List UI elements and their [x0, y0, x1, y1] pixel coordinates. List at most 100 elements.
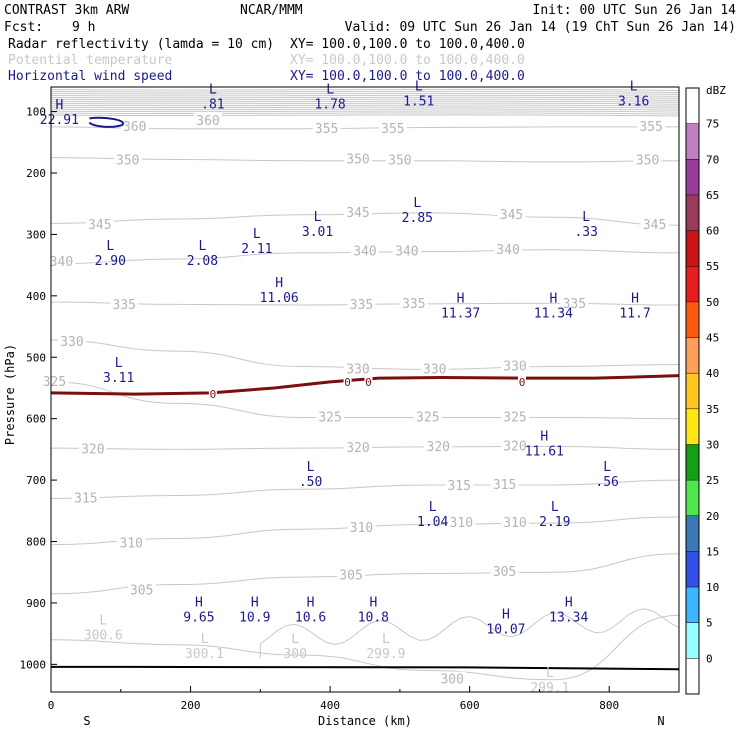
- theta-label-bg: [316, 409, 345, 423]
- theta-label: 325: [43, 375, 66, 390]
- extremum-value: 3.11: [103, 371, 134, 386]
- theta-label: 355: [315, 122, 338, 137]
- theta-label: 345: [88, 218, 111, 233]
- field-name: Potential temperature: [8, 53, 173, 68]
- theta-label-bg: [113, 152, 142, 166]
- extremum-type: L: [429, 500, 437, 515]
- field-xy: XY= 100.0,100.0 to 100.0,400.0: [290, 37, 525, 52]
- extremum-value: .81: [201, 97, 224, 112]
- x-end-left: S: [83, 714, 90, 728]
- zero-dbz-label: 0: [365, 376, 372, 389]
- valid-time: Valid: 09 UTC Sun 26 Jan 14 (19 ChT Sun …: [345, 20, 736, 35]
- plot-frame: [50, 86, 680, 693]
- theta-label-bg: [347, 297, 376, 311]
- theta-label-bg: [494, 241, 523, 255]
- extremum-value: 300.6: [84, 629, 123, 644]
- theta-label-bg: [344, 440, 373, 454]
- theta-label-bg: [110, 297, 139, 311]
- extremum-type: H: [457, 291, 465, 306]
- plot-area: 360 360 355 355 355 350 350 350 350 345 345 345 345 3…: [3, 79, 680, 728]
- theta-label-bg: [637, 118, 666, 132]
- colorbar-swatch: [686, 551, 699, 588]
- title-center: NCAR/MMM: [240, 3, 303, 18]
- extremum-value: 300: [283, 647, 306, 662]
- extremum-type: L: [314, 210, 322, 225]
- extremum-value: 1.78: [314, 97, 345, 112]
- x-tick-label: 200: [181, 699, 201, 712]
- zero-dbz-label: 0: [344, 376, 351, 389]
- extremum-type: L: [546, 666, 554, 681]
- colorbar-unit: dBZ: [706, 84, 726, 97]
- extremum-type: H: [251, 595, 259, 610]
- extremum-value: 3.16: [618, 94, 649, 109]
- colorbar-swatch: [686, 88, 699, 124]
- theta-label-bg: [438, 671, 467, 685]
- theta-label-bg: [194, 112, 222, 126]
- extremum-value: 2.19: [539, 515, 570, 530]
- theta-contour: [50, 88, 680, 91]
- x-end-right: N: [657, 714, 664, 728]
- extremum-value: 299.9: [366, 647, 405, 662]
- colorbar-label: 70: [706, 153, 719, 166]
- theta-contour: [50, 110, 680, 113]
- extremum-value: 2.11: [241, 242, 272, 257]
- extremum-value: 300.1: [185, 647, 224, 662]
- terrain-line: [50, 665, 680, 671]
- colorbar-swatch: [686, 587, 699, 623]
- y-tick-label: 600: [26, 413, 46, 426]
- y-tick-label: 1000: [20, 658, 47, 671]
- theta-label-bg: [633, 152, 662, 166]
- extremum-type: L: [291, 632, 299, 647]
- extremum-value: .33: [574, 225, 597, 240]
- colorbar-label: 45: [706, 332, 719, 345]
- extremum-type: H: [275, 276, 283, 291]
- theta-label: 350: [116, 154, 139, 169]
- theta-label: 300: [440, 673, 463, 688]
- theta-contour: [50, 94, 680, 97]
- theta-label: 320: [427, 440, 450, 455]
- colorbar-swatch: [686, 622, 699, 659]
- zero-label-bg: [343, 375, 352, 387]
- header: CONTRAST 3km ARW NCAR/MMM Init: 00 UTC S…: [4, 3, 736, 84]
- theta-label: 350: [346, 152, 369, 167]
- x-tick-label: 0: [48, 699, 55, 712]
- theta-contour: [50, 381, 680, 420]
- theta-label-bg: [424, 438, 453, 452]
- colorbar-swatch: [686, 515, 699, 552]
- theta-label: 330: [60, 335, 83, 350]
- extremum-value: 22.91: [40, 113, 79, 128]
- extremum-value: 10.8: [358, 610, 389, 625]
- theta-label: 320: [81, 442, 104, 457]
- extremum-type: L: [99, 614, 107, 629]
- extremum-type: L: [253, 227, 261, 242]
- theta-label-bg: [127, 582, 156, 596]
- extremum-type: H: [369, 595, 377, 610]
- extremum-type: H: [540, 429, 548, 444]
- theta-label-bg: [117, 535, 146, 549]
- theta-label-bg: [71, 490, 100, 504]
- field-name: Horizontal wind speed: [8, 69, 172, 84]
- theta-label: 340: [496, 243, 519, 258]
- colorbar-label: 40: [706, 367, 719, 380]
- extremum-type: L: [551, 500, 559, 515]
- extremum-value: 11.06: [260, 291, 299, 306]
- field-xy: XY= 100.0,100.0 to 100.0,400.0: [290, 69, 525, 84]
- wind-max-contour: [88, 116, 125, 128]
- colorbar-swatch: [686, 301, 699, 338]
- extremum-value: 13.34: [549, 610, 588, 625]
- extremum-type: H: [307, 595, 315, 610]
- theta-label-bg: [47, 254, 76, 268]
- theta-contour: [50, 92, 680, 95]
- extremum-type: L: [382, 632, 390, 647]
- y-axis: 100 200 300 400 500 600 700 800 900 1000 Pressure …: [3, 106, 57, 671]
- theta-label: 350: [636, 154, 659, 169]
- theta-label-bg: [560, 295, 589, 309]
- zero-label-bg: [364, 375, 373, 387]
- theta-label-bg: [120, 118, 149, 132]
- colorbar-label: 25: [706, 474, 719, 487]
- colorbar-label: 75: [706, 118, 719, 131]
- extremum-value: .56: [595, 475, 618, 490]
- theta-label: 330: [503, 359, 526, 374]
- theta-label: 330: [423, 363, 446, 378]
